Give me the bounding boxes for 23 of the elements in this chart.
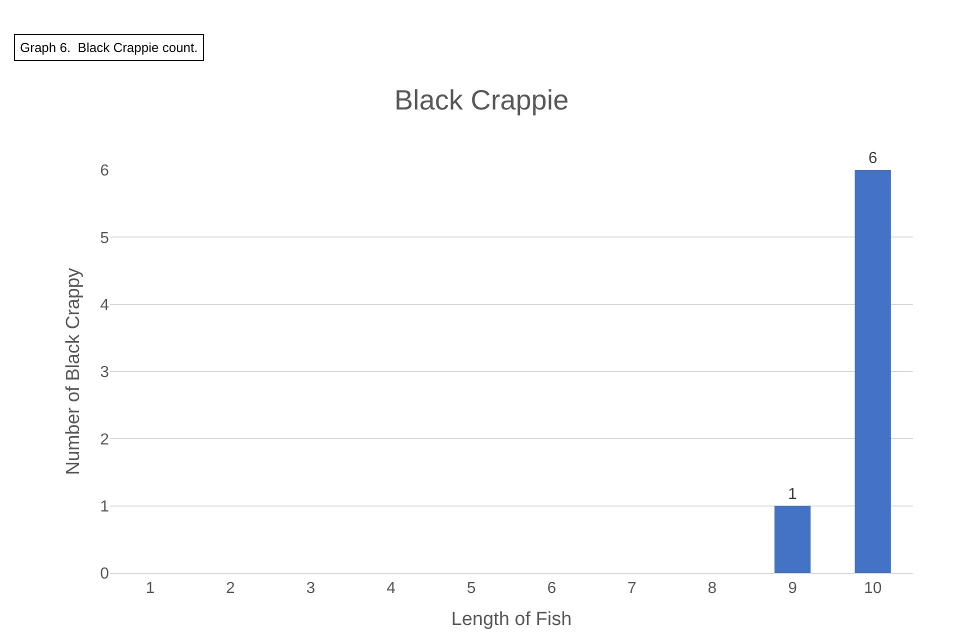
x-tick-label: 3 [306,580,316,598]
x-tick-label: 8 [708,580,717,598]
x-tick-label: 2 [226,580,235,598]
y-tick-label: 1 [100,498,110,516]
y-tick-label: 4 [100,296,110,314]
y-tick-label: 5 [100,230,110,247]
x-tick-label: 9 [788,580,798,598]
y-axis-title: Number of Black Crappy [62,268,84,475]
x-tick-label: 4 [386,580,396,598]
data-label: 6 [868,150,878,167]
y-tick-label: 0 [100,566,110,583]
x-tick-label: 6 [547,580,556,598]
x-tick-label: 5 [466,580,476,598]
x-tick-label: 1 [146,580,155,598]
data-label: 1 [788,486,798,503]
caption: Graph 6. Black Crappie count. [20,40,198,55]
x-axis-title: Length of Fish [451,609,572,630]
x-tick-label: 10 [864,580,882,598]
y-tick-label: 2 [100,431,110,448]
chart-title: Black Crappie [394,84,569,116]
y-tick-label: 3 [100,364,110,382]
x-tick-label: 7 [627,580,636,598]
y-tick-label: 6 [100,162,110,180]
